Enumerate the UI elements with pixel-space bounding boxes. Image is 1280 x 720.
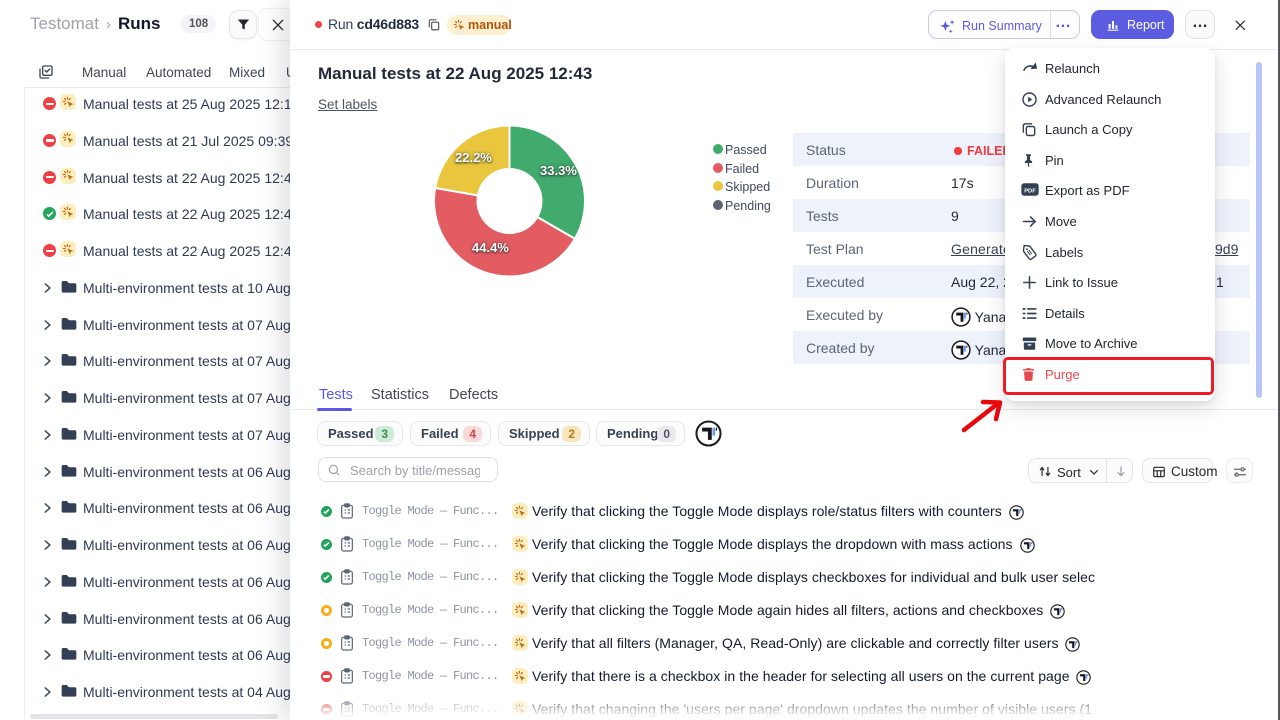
- svg-text:PDF: PDF: [1024, 189, 1036, 195]
